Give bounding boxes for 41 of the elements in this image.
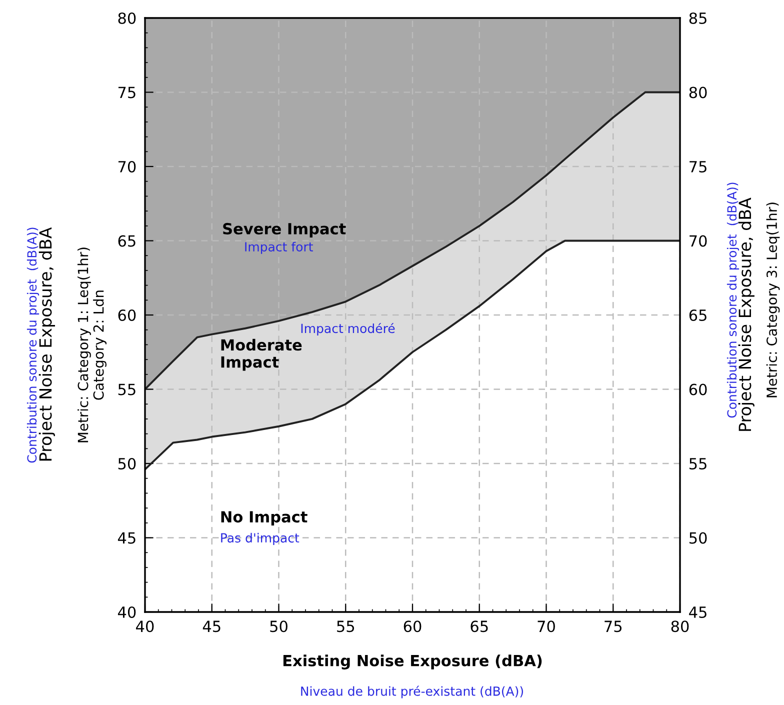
y2-axis-title: Project Noise Exposure, dBA xyxy=(738,198,754,431)
text: Contribution sonore du projet (dB(A)) xyxy=(726,182,740,418)
annotation: Impact modéré xyxy=(301,322,395,336)
x-tick-label: 45 xyxy=(202,620,220,632)
y-tick-label: 60 xyxy=(118,309,136,322)
x-tick-label: 65 xyxy=(470,620,488,632)
annotation: Moderate Impact xyxy=(221,338,302,371)
y2-tick-label: 70 xyxy=(690,235,707,247)
y2-tick-label: 80 xyxy=(689,86,707,98)
y2-tick-label: 55 xyxy=(690,458,706,470)
y-tick-label: 75 xyxy=(118,86,136,98)
y2-tick-label: 75 xyxy=(690,161,706,173)
text: Metric: Category 1: Leq(1hr) Category 2: Ldn xyxy=(78,248,106,442)
annotation: Impact fort xyxy=(245,242,313,254)
annotation: No Impact xyxy=(221,511,308,526)
x-axis-title: Existing Noise Exposure (dBA) xyxy=(283,654,542,670)
x-tick-label: 55 xyxy=(337,620,354,632)
y2-tick-label: 60 xyxy=(689,384,707,396)
x-tick-label: 60 xyxy=(404,620,422,632)
text: Contribution sonore du projet (dB(A)) xyxy=(26,228,40,463)
x-tick-label: 50 xyxy=(270,620,288,632)
x-tick-label: 70 xyxy=(538,620,555,632)
y-tick-label: 80 xyxy=(118,12,136,24)
y2-tick-label: 45 xyxy=(689,606,706,618)
y-tick-label: 55 xyxy=(118,384,136,396)
annotation: Severe Impact xyxy=(223,222,346,238)
x-tick-label: 75 xyxy=(604,620,622,632)
y-axis-title: Project Noise Exposure, dBA xyxy=(38,227,55,461)
text: Niveau de bruit pré-existant (dB(A)) xyxy=(301,686,524,698)
x-tick-label: 40 xyxy=(136,620,154,632)
y2-tick-label: 50 xyxy=(690,532,707,544)
annotation: Pas d'impact xyxy=(221,532,300,545)
x-tick-label: 80 xyxy=(671,620,689,632)
y-tick-label: 45 xyxy=(118,532,136,544)
y2-tick-label: 85 xyxy=(689,12,706,24)
text: Metric: Category 3: Leq(1hr) xyxy=(766,202,780,398)
y-tick-label: 40 xyxy=(118,606,136,618)
y-tick-label: 50 xyxy=(118,458,136,470)
y-tick-label: 65 xyxy=(118,235,136,247)
y-tick-label: 70 xyxy=(118,160,136,173)
y2-tick-label: 65 xyxy=(689,309,706,322)
